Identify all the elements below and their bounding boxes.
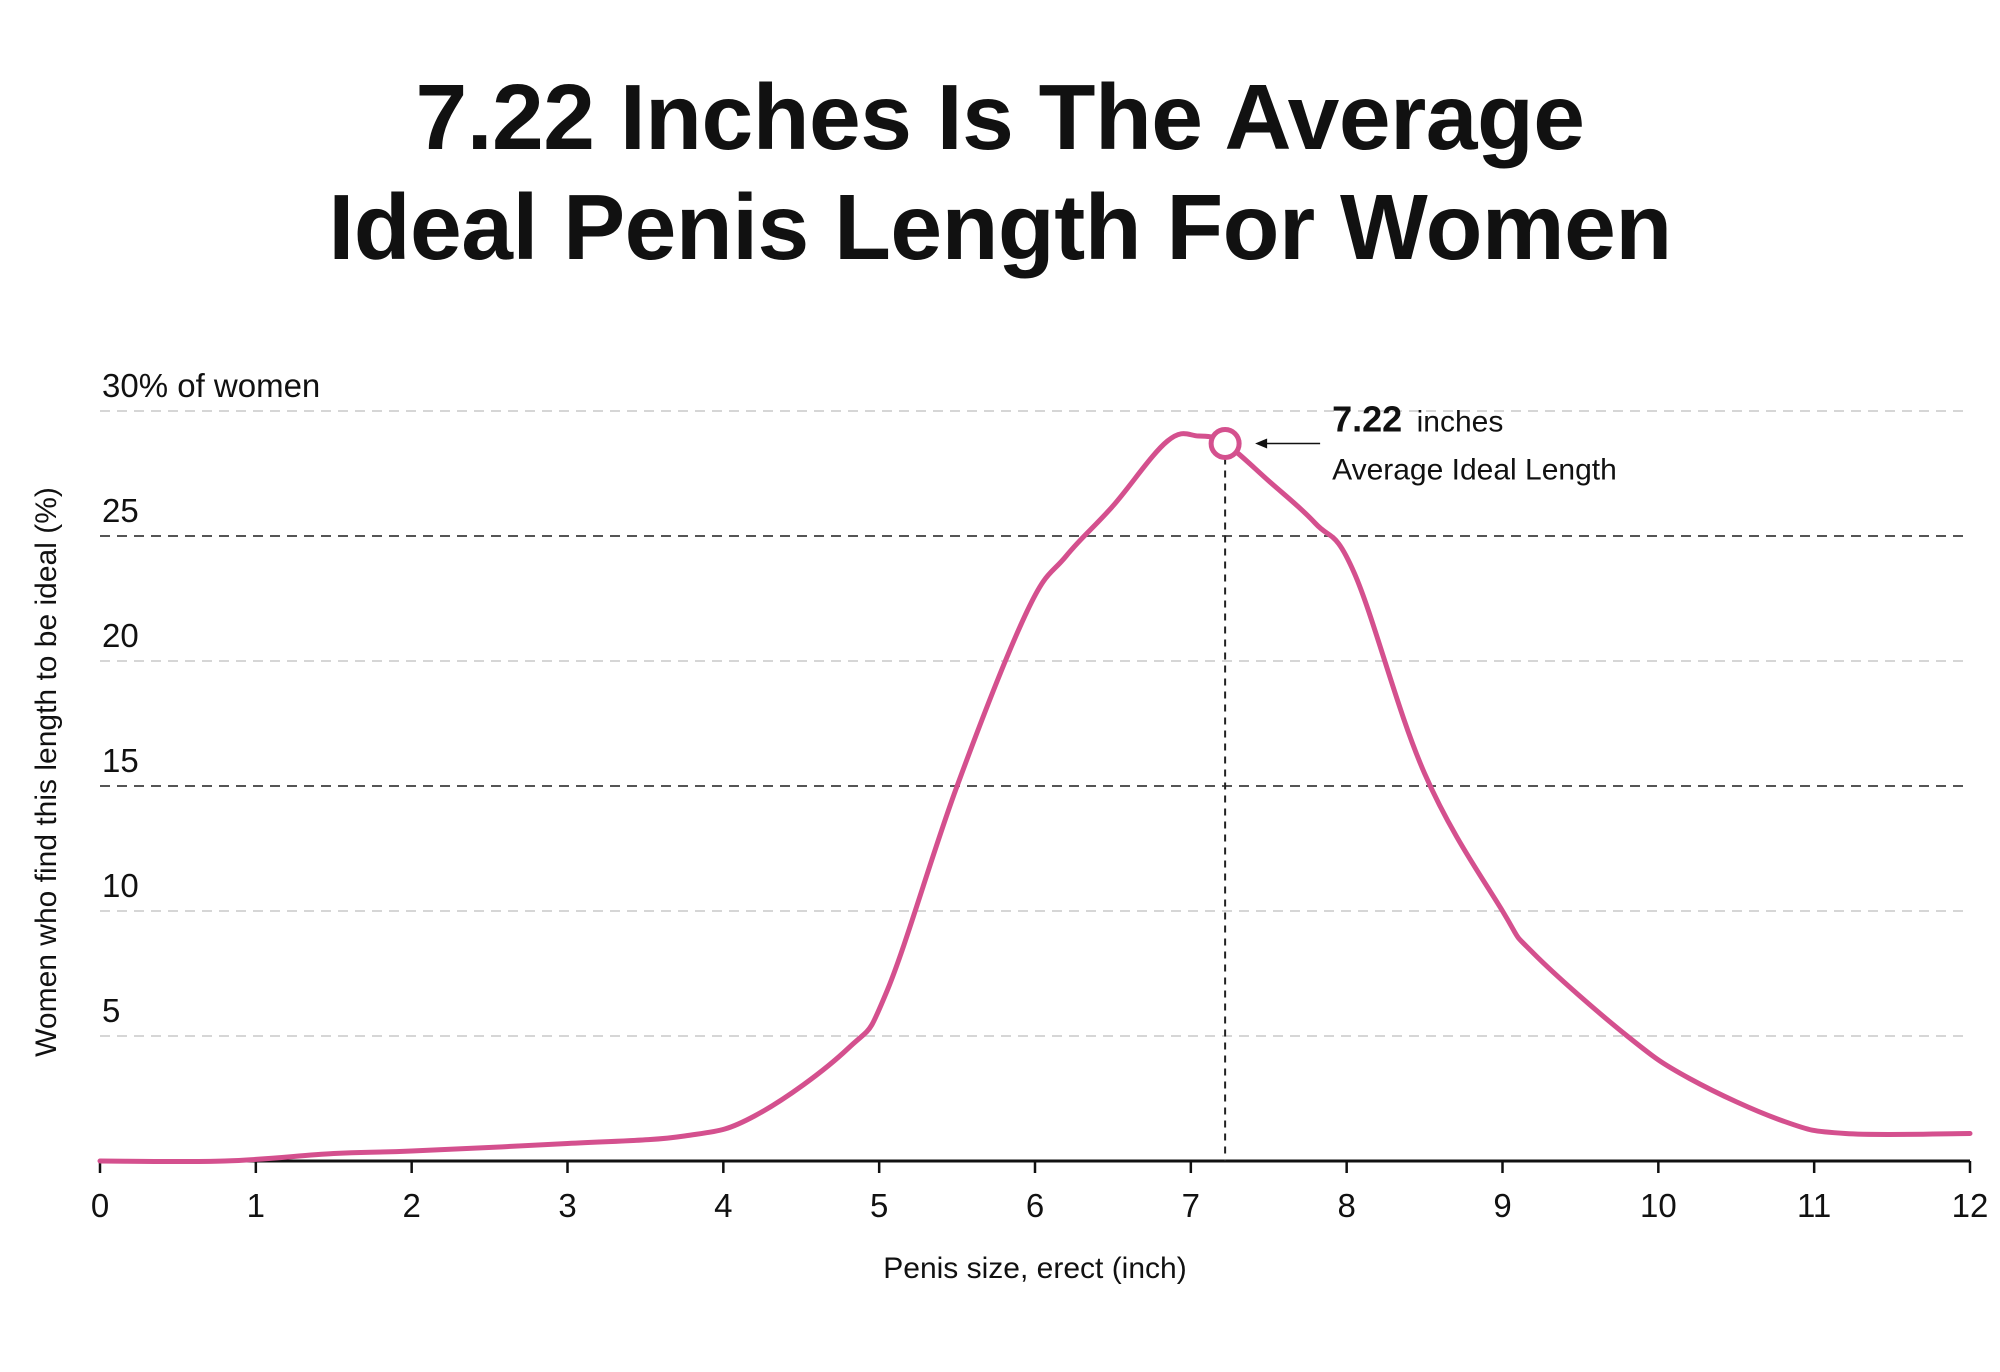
x-tick-label: 7 [1182, 1187, 1200, 1224]
y-tick-label: 10 [102, 867, 139, 904]
y-tick-labels: 5 10 15 20 25 30% of women [102, 367, 320, 1029]
chart-title-line-2: Ideal Penis Length For Women [328, 175, 1672, 279]
y-tick-label: 5 [102, 992, 120, 1029]
annotation-unit: inches [1417, 406, 1504, 439]
x-tick-label: 12 [1952, 1187, 1989, 1224]
x-axis: 0 1 2 3 4 5 6 7 8 9 10 11 12 [91, 1159, 1989, 1224]
y-tick-label: 15 [102, 742, 139, 779]
x-tick-label: 6 [1026, 1187, 1044, 1224]
x-tick-label: 5 [870, 1187, 888, 1224]
gridlines [100, 410, 1970, 1037]
x-tick-label: 3 [558, 1187, 576, 1224]
y-tick-label: 20 [102, 617, 139, 654]
average-annotation: 7.22 inches Average Ideal Length [1332, 399, 1617, 487]
x-tick-label: 11 [1797, 1187, 1831, 1224]
annotation-value: 7.22 [1332, 399, 1402, 440]
x-tick-label: 4 [714, 1187, 732, 1224]
annotation-value-line: 7.22 inches [1332, 399, 1503, 440]
x-tick-label: 0 [91, 1187, 109, 1224]
x-tick-label: 9 [1493, 1187, 1511, 1224]
chart-title-line-1: 7.22 Inches Is The Average [415, 65, 1585, 169]
series [97, 431, 1973, 1165]
average-marker [1208, 427, 1321, 460]
x-tick-label: 10 [1640, 1187, 1677, 1224]
annotation-arrowhead [1255, 438, 1268, 449]
chart-title: 7.22 Inches Is The Average Ideal Penis L… [0, 62, 2000, 282]
annotation-caption: Average Ideal Length [1332, 454, 1617, 487]
x-tick-label: 8 [1337, 1187, 1355, 1224]
x-tick-label: 1 [247, 1187, 265, 1224]
y-tick-label: 30% of women [102, 367, 320, 404]
x-tick-label: 2 [402, 1187, 420, 1224]
y-axis-title: Women who find this length to be ideal (… [30, 487, 63, 1057]
series-line [97, 431, 1973, 1165]
x-axis-title: Penis size, erect (inch) [883, 1252, 1186, 1285]
y-tick-label: 25 [102, 492, 139, 529]
average-marker-point [1208, 427, 1242, 460]
